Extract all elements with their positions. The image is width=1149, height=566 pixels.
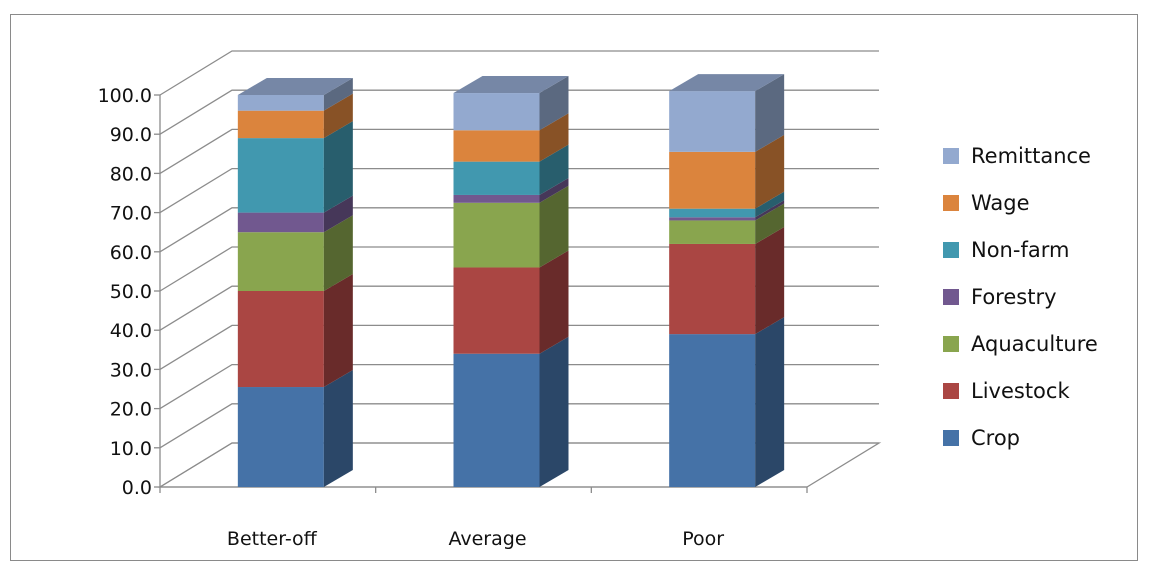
bar-side-wage-better-off — [323, 93, 353, 139]
legend-label-remittance: Remittance — [971, 144, 1091, 168]
bar-side-wage-average — [539, 113, 569, 162]
legend-swatch-forestry — [943, 289, 959, 305]
y-tick-label: 90.0 — [110, 124, 152, 146]
chart-frame: 0.0 10.0 20.0 30.0 40.0 50.0 60.0 70.0 80.0 90.0 1… — [10, 14, 1138, 561]
bar-side-livestock-better-off — [323, 274, 353, 388]
bar-segment-remittance-average — [453, 93, 540, 131]
y-tick-label: 100.0 — [98, 85, 152, 107]
bar-top-average — [453, 76, 569, 94]
bar-segment-non-farm-better-off — [237, 138, 324, 213]
bar-segment-livestock-poor — [669, 243, 756, 335]
gridline — [159, 442, 879, 488]
y-tick-label: 10.0 — [110, 438, 152, 460]
bar-side-non-farm-average — [539, 144, 569, 195]
bar-side-remittance-average — [539, 76, 569, 131]
bar-segment-remittance-better-off — [237, 95, 324, 111]
bar-segment-aquaculture-better-off — [237, 232, 324, 291]
bar-segment-livestock-better-off — [237, 291, 324, 388]
x-category-label: Poor — [682, 528, 724, 550]
bar-segment-remittance-poor — [669, 91, 756, 152]
bar-segment-non-farm-poor — [669, 208, 756, 218]
legend-swatch-livestock — [943, 383, 959, 399]
legend-label-livestock: Livestock — [971, 379, 1070, 403]
legend-swatch-non-farm — [943, 242, 959, 258]
bar-segment-wage-poor — [669, 151, 756, 209]
gridline — [159, 246, 879, 292]
bar-side-forestry-average — [539, 177, 569, 203]
bar-segment-wage-better-off — [237, 110, 324, 139]
bar-side-crop-better-off — [323, 370, 353, 487]
gridline — [159, 128, 879, 174]
y-tick-label: 80.0 — [110, 163, 152, 185]
y-tick-label: 50.0 — [110, 281, 152, 303]
gridline — [159, 324, 879, 370]
gridline — [159, 50, 879, 96]
bar-side-remittance-poor — [755, 74, 785, 152]
gridline — [159, 285, 879, 331]
bar-side-non-farm-poor — [755, 191, 785, 218]
bar-side-livestock-poor — [755, 226, 785, 335]
gridline — [159, 363, 879, 410]
x-category-label: Better-off — [227, 528, 318, 550]
bar-side-aquaculture-poor — [755, 203, 785, 244]
bar-side-aquaculture-average — [539, 185, 569, 268]
legend-swatch-aquaculture — [943, 336, 959, 352]
gridline — [159, 167, 879, 214]
bar-side-forestry-poor — [755, 200, 785, 221]
y-tick-label: 0.0 — [122, 477, 152, 499]
bar-side-remittance-better-off — [323, 78, 353, 111]
legend-swatch-crop — [943, 430, 959, 446]
bar-segment-crop-average — [453, 353, 540, 487]
bar-side-wage-poor — [755, 134, 785, 209]
legend-label-forestry: Forestry — [971, 285, 1057, 309]
bar-segment-crop-better-off — [237, 387, 324, 487]
bar-segment-non-farm-average — [453, 161, 540, 195]
bar-side-crop-average — [539, 336, 569, 487]
bar-side-livestock-average — [539, 250, 569, 354]
bar-segment-wage-average — [453, 130, 540, 162]
bar-top-better-off — [237, 78, 353, 95]
y-tick-label: 40.0 — [110, 320, 152, 342]
gridline — [159, 89, 879, 135]
bar-side-aquaculture-better-off — [323, 215, 353, 291]
bar-segment-forestry-poor — [669, 217, 756, 221]
y-tick-label: 70.0 — [110, 203, 152, 225]
bar-segment-crop-poor — [669, 334, 756, 487]
y-tick-label: 20.0 — [110, 399, 152, 421]
legend-label-wage: Wage — [971, 191, 1030, 215]
bar-segment-aquaculture-poor — [669, 220, 756, 244]
bar-top-poor — [669, 74, 785, 92]
bar-segment-aquaculture-average — [453, 202, 540, 268]
gridline — [159, 403, 879, 449]
legend-label-non-farm: Non-farm — [971, 238, 1069, 262]
y-tick-label: 30.0 — [110, 359, 152, 381]
legend-swatch-wage — [943, 195, 959, 211]
stacked-3d-column-chart: 0.0 10.0 20.0 30.0 40.0 50.0 60.0 70.0 80.0 90.0 1… — [98, 50, 1098, 550]
bar-segment-forestry-average — [453, 194, 540, 203]
bar-side-forestry-better-off — [323, 195, 353, 233]
y-tick-label: 60.0 — [110, 242, 152, 264]
legend-swatch-remittance — [943, 148, 959, 164]
legend-label-aquaculture: Aquaculture — [971, 332, 1098, 356]
bar-segment-livestock-average — [453, 267, 540, 354]
bar-side-non-farm-better-off — [323, 121, 353, 213]
gridline — [159, 207, 879, 253]
x-category-label: Average — [448, 528, 526, 550]
legend-label-crop: Crop — [971, 426, 1020, 450]
bar-segment-forestry-better-off — [237, 212, 324, 233]
bar-side-crop-poor — [755, 317, 785, 487]
